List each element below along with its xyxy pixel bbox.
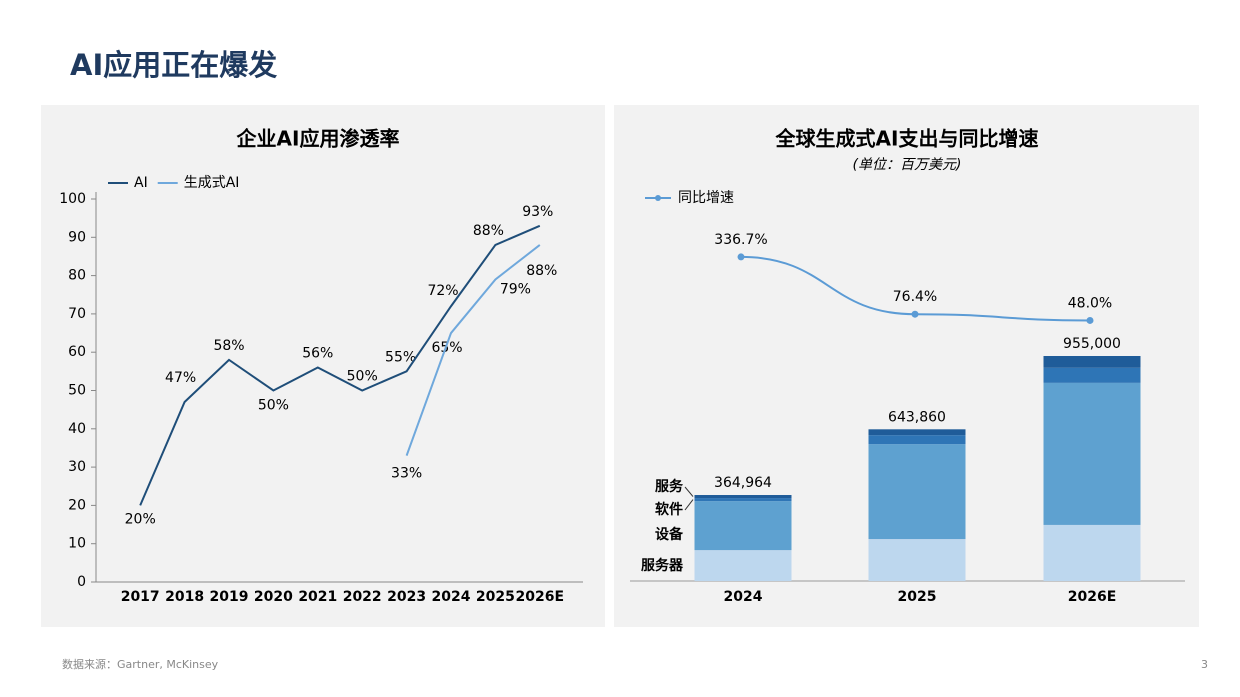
total-label: 364,964 [714, 475, 772, 491]
data-label: 50% [258, 398, 289, 414]
bar-segment [868, 435, 966, 445]
chart-title: 企业AI应用渗透率 [236, 127, 400, 151]
data-label: 47% [165, 370, 196, 386]
y-tick-label: 70 [68, 306, 86, 322]
data-label: 336.7% [714, 232, 767, 248]
legend-marker [655, 195, 661, 201]
data-label: 33% [391, 466, 422, 482]
x-tick-label: 2018 [165, 589, 204, 605]
y-tick-label: 20 [68, 497, 86, 513]
data-label: 58% [213, 338, 244, 354]
x-tick-label: 2026E [1068, 589, 1117, 605]
bar-segment [694, 495, 792, 499]
total-label: 643,860 [888, 409, 946, 425]
data-label: 79% [500, 281, 531, 297]
bar-segment [694, 550, 792, 581]
panel [41, 105, 605, 627]
y-tick-label: 0 [77, 574, 86, 590]
y-tick-label: 30 [68, 459, 86, 475]
data-label: 50% [347, 369, 378, 385]
series-label: 设备 [655, 526, 684, 543]
y-tick-label: 10 [68, 536, 86, 552]
series-label: 软件 [655, 501, 683, 518]
leader [684, 486, 694, 497]
bar-segment [868, 539, 966, 581]
data-label: 20% [125, 511, 156, 527]
line [405, 244, 541, 456]
bar-segment [1043, 356, 1141, 368]
growth-marker [1086, 316, 1094, 324]
legend-label: 同比增速 [678, 190, 734, 206]
data-label: 65% [431, 340, 462, 356]
data-label: 48.0% [1068, 295, 1112, 311]
x-tick-label: 2024 [724, 589, 763, 605]
x-tick-label: 2026E [516, 589, 565, 605]
chart-subtitle: (单位：百万美元) [853, 157, 962, 173]
slide-title: AI应用正在爆发 [70, 48, 277, 82]
chart-title: 全球生成式AI支出与同比增速 [775, 127, 1039, 151]
page-number: 3 [1201, 658, 1208, 671]
data-label: 88% [473, 223, 504, 239]
y-tick-label: 80 [68, 268, 86, 284]
x-tick-label: 2025 [476, 589, 515, 605]
x-tick-label: 2019 [210, 589, 249, 605]
bar-segment [1043, 367, 1141, 383]
y-tick-label: 40 [68, 421, 86, 437]
data-label: 56% [302, 346, 333, 362]
y-tick-label: 50 [68, 383, 86, 399]
bar-segment [694, 498, 792, 502]
x-tick-label: 2021 [298, 589, 337, 605]
bar-segment [868, 444, 966, 540]
data-label: 55% [385, 349, 416, 365]
series-label: 服务 [655, 478, 684, 495]
legend-label: AI [134, 175, 148, 191]
x-tick-label: 2023 [387, 589, 426, 605]
x-tick-label: 2017 [121, 589, 160, 605]
bar-segment [1043, 524, 1141, 581]
data-label: 76.4% [893, 289, 937, 305]
x-tick-label: 2024 [432, 589, 471, 605]
y-tick-label: 90 [68, 229, 86, 245]
data-label: 93% [522, 204, 553, 220]
x-tick-label: 2022 [343, 589, 382, 605]
growth-marker [911, 310, 919, 318]
line [139, 224, 541, 506]
bar-segment [868, 429, 966, 436]
y-tick-label: 60 [68, 344, 86, 360]
x-tick-label: 2020 [254, 589, 293, 605]
bar-segment [1043, 382, 1141, 525]
series-label: 服务器 [641, 557, 684, 574]
bar-segment [694, 501, 792, 551]
total-label: 955,000 [1063, 336, 1121, 352]
growth-marker [737, 253, 745, 261]
data-label: 88% [526, 263, 557, 279]
y-tick-label: 100 [59, 191, 86, 207]
data-label: 72% [427, 283, 458, 299]
leader [684, 499, 694, 511]
legend-label: 生成式AI [184, 175, 240, 191]
source: 数据来源：Gartner, McKinsey [62, 657, 219, 671]
x-tick-label: 2025 [898, 589, 937, 605]
